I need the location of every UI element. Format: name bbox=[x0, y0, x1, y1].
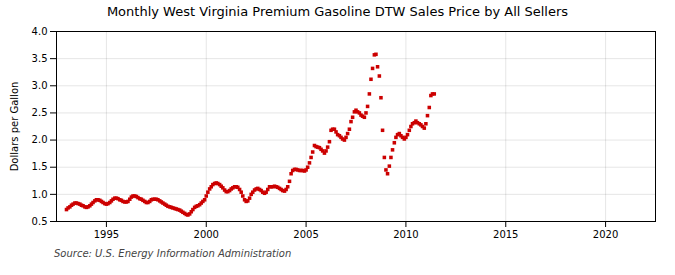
svg-text:2.5: 2.5 bbox=[32, 107, 48, 118]
svg-text:3.0: 3.0 bbox=[32, 80, 48, 91]
svg-text:1995: 1995 bbox=[94, 229, 119, 240]
svg-text:2010: 2010 bbox=[393, 229, 418, 240]
svg-text:Dollars per Gallon: Dollars per Gallon bbox=[9, 82, 20, 172]
svg-text:0.5: 0.5 bbox=[32, 216, 48, 227]
svg-text:2000: 2000 bbox=[194, 229, 219, 240]
svg-text:2005: 2005 bbox=[293, 229, 318, 240]
html-text:Monthly West Virginia Premium: Monthly West Virginia Premium Gasoline D… bbox=[106, 4, 569, 19]
svg-text:2015: 2015 bbox=[493, 229, 518, 240]
svg-text:3.5: 3.5 bbox=[32, 53, 48, 64]
svg-text:1.5: 1.5 bbox=[32, 161, 48, 172]
svg-text:2020: 2020 bbox=[593, 229, 618, 240]
svg-text:2.0: 2.0 bbox=[32, 134, 48, 145]
svg-text:4.0: 4.0 bbox=[32, 26, 48, 37]
html-text:Source: U.S. Energy Informatio: Source: U.S. Energy Information Administ… bbox=[54, 248, 292, 259]
svg-text:1.0: 1.0 bbox=[32, 189, 48, 200]
